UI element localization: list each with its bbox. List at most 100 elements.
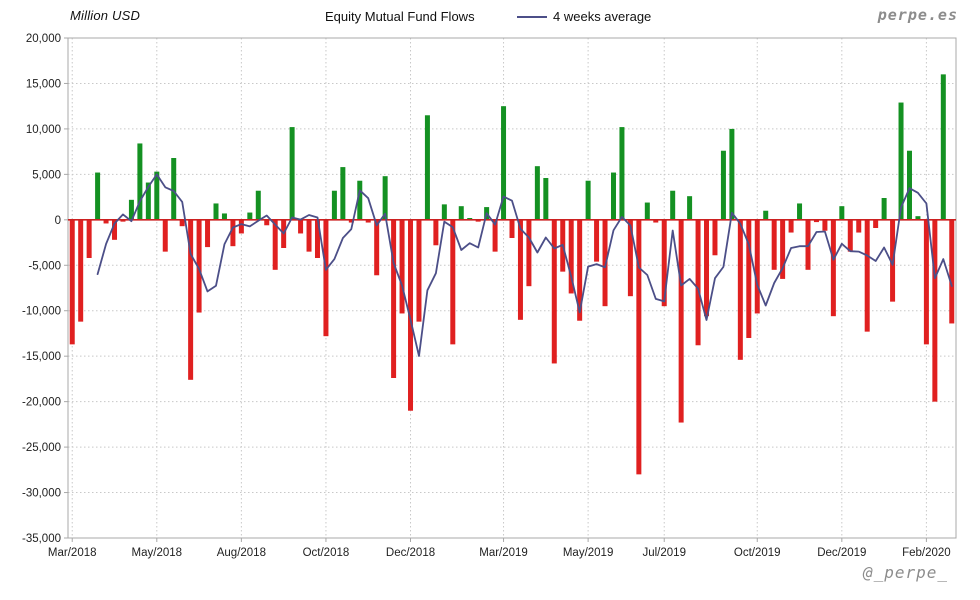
negative-flow-bar	[678, 219, 684, 423]
y-gridlines	[64, 37, 956, 542]
negative-flow-bar	[509, 219, 515, 238]
x-tick-label: Aug/2018	[217, 547, 266, 559]
negative-flow-bar	[551, 219, 557, 364]
negative-flow-bar	[306, 219, 312, 252]
positive-flow-bar	[171, 158, 177, 220]
positive-flow-bar	[687, 196, 693, 220]
watermark-handle: @_perpe_	[862, 563, 948, 582]
negative-flow-bar	[712, 219, 718, 256]
negative-flow-bar	[408, 219, 414, 411]
negative-flow-bar	[737, 219, 743, 360]
positive-flow-bar	[619, 127, 625, 220]
negative-flow-bar	[492, 219, 498, 252]
negative-flow-bar	[416, 219, 422, 322]
x-tick-label: Dec/2018	[386, 547, 435, 559]
positive-flow-bar	[145, 182, 151, 220]
negative-flow-bar	[949, 219, 955, 324]
negative-flow-bar	[771, 219, 777, 270]
positive-flow-bar	[881, 198, 887, 220]
x-tick-label: Dec/2019	[817, 547, 866, 559]
negative-flow-bar	[272, 219, 278, 270]
positive-flow-bar	[213, 203, 219, 220]
positive-flow-bar	[729, 128, 735, 220]
x-tick-label: May/2019	[563, 547, 614, 559]
positive-flow-bar	[255, 190, 261, 220]
negative-flow-bar	[813, 219, 819, 223]
positive-flow-bar	[137, 143, 143, 220]
y-tick-label: -5,000	[28, 260, 61, 272]
positive-flow-bar	[357, 180, 363, 220]
negative-flow-bar	[695, 219, 701, 346]
x-tick-label: Oct/2019	[734, 547, 781, 559]
positive-flow-bar	[424, 115, 430, 220]
y-tick-label: -10,000	[22, 306, 61, 318]
y-tick-label: 20,000	[26, 33, 61, 45]
negative-flow-bar	[298, 219, 304, 234]
negative-flow-bar	[314, 219, 320, 258]
negative-flow-bar	[568, 219, 574, 294]
negative-flow-bar	[932, 219, 938, 402]
legend: 4 weeks average	[517, 9, 651, 24]
positive-flow-bar	[467, 218, 473, 220]
negative-flow-bar	[661, 219, 667, 307]
y-tick-label: -15,000	[22, 351, 61, 363]
positive-flow-bar	[154, 171, 160, 220]
negative-flow-bar	[196, 219, 202, 313]
negative-flow-bar	[526, 219, 532, 287]
positive-flow-bar	[382, 176, 388, 220]
legend-label: 4 weeks average	[553, 9, 652, 24]
x-tick-label: Oct/2018	[303, 547, 350, 559]
weekly-flow-bars	[69, 74, 955, 475]
y-axis-units-label: Million USD	[70, 8, 141, 23]
negative-flow-bar	[162, 219, 168, 252]
positive-flow-bar	[720, 150, 726, 220]
four-week-average-line	[96, 173, 953, 357]
negative-flow-bar	[264, 219, 270, 226]
negative-flow-bar	[450, 219, 456, 345]
negative-flow-bar	[475, 219, 481, 222]
negative-flow-bar	[594, 219, 600, 262]
negative-flow-bar	[103, 219, 109, 224]
y-tick-label: -20,000	[22, 397, 61, 409]
x-tick-label: Feb/2020	[902, 547, 951, 559]
y-tick-label: 10,000	[26, 124, 61, 136]
positive-flow-bar	[289, 127, 295, 220]
negative-flow-bar	[923, 219, 929, 345]
negative-flow-bar	[69, 219, 75, 345]
negative-flow-bar	[348, 219, 354, 223]
negative-flow-bar	[864, 219, 870, 332]
negative-flow-bar	[873, 219, 879, 228]
y-tick-label: -35,000	[22, 533, 61, 545]
negative-flow-bar	[112, 219, 118, 240]
negative-flow-bar	[780, 219, 786, 279]
positive-flow-bar	[610, 172, 616, 220]
y-tick-label: -30,000	[22, 488, 61, 500]
negative-flow-bar	[365, 219, 371, 223]
positive-flow-bar	[128, 199, 134, 220]
negative-flow-bar	[517, 219, 523, 320]
negative-flow-bar	[374, 219, 380, 276]
positive-flow-bar	[670, 190, 676, 220]
positive-flow-bar	[331, 190, 337, 220]
negative-flow-bar	[653, 219, 659, 223]
negative-flow-bar	[230, 219, 236, 247]
positive-flow-bar	[839, 206, 845, 220]
x-axis-labels: Mar/2018 May/2018 Aug/2018 Oct/2018 Dec/2018…	[48, 547, 951, 559]
negative-flow-bar	[188, 219, 194, 380]
positive-flow-bar	[915, 216, 921, 220]
positive-flow-bar	[95, 172, 101, 220]
positive-flow-bar	[534, 166, 540, 220]
y-tick-label: 5,000	[32, 169, 61, 181]
positive-flow-bar	[763, 210, 769, 220]
negative-flow-bar	[788, 219, 794, 233]
negative-flow-bar	[391, 219, 397, 378]
positive-flow-bar	[221, 213, 227, 220]
negative-flow-bar	[856, 219, 862, 233]
negative-flow-bar	[433, 219, 439, 246]
positive-flow-bar	[501, 106, 507, 220]
negative-flow-bar	[205, 219, 211, 248]
negative-flow-bar	[754, 219, 760, 314]
negative-flow-bar	[830, 219, 836, 317]
negative-flow-bar	[577, 219, 583, 321]
